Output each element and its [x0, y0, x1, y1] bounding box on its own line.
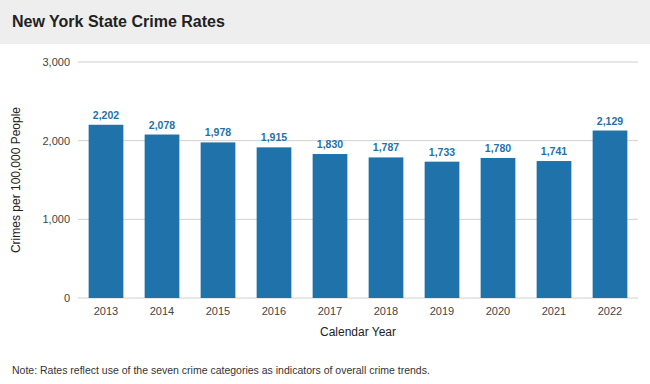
x-tick-label: 2017: [318, 305, 342, 317]
chart-title: New York State Crime Rates: [12, 13, 225, 30]
chart-container: New York State Crime Rates 0 1,000 2,000 3,0…: [0, 0, 650, 384]
bar: [537, 161, 572, 298]
chart-svg: New York State Crime Rates 0 1,000 2,000 3,0…: [0, 0, 650, 384]
y-tick-label: 0: [64, 292, 70, 304]
y-tick-label: 2,000: [42, 135, 70, 147]
data-label: 2,078: [149, 119, 175, 131]
x-tick-label: 2020: [486, 305, 510, 317]
y-tick-label: 3,000: [42, 56, 70, 68]
bar: [89, 125, 124, 298]
x-tick-label: 2021: [542, 305, 566, 317]
x-tick-label: 2022: [598, 305, 622, 317]
y-axis-label: Crimes per 100,000 People: [9, 107, 23, 253]
bar: [145, 135, 180, 298]
x-tick-label: 2018: [374, 305, 398, 317]
y-tick-label: 1,000: [42, 213, 70, 225]
data-label: 1,733: [429, 146, 455, 158]
data-label: 1,787: [373, 141, 399, 153]
title-band: [0, 0, 650, 44]
x-tick-label: 2016: [262, 305, 286, 317]
bar: [481, 158, 516, 298]
bar: [313, 154, 348, 298]
data-label: 1,741: [541, 145, 567, 157]
data-labels: 2,202 2,078 1,978 1,915 1,830 1,787 1,733 1,780…: [93, 109, 623, 158]
y-axis: 0 1,000 2,000 3,000: [42, 56, 638, 304]
bar: [425, 162, 460, 298]
note: Note: Rates reflect use of the seven cri…: [12, 364, 430, 376]
bar: [257, 147, 292, 298]
data-label: 1,780: [485, 142, 511, 154]
bars: [89, 125, 628, 298]
data-label: 2,129: [597, 115, 623, 127]
x-axis: 2013 2014 2015 2016 2017 2018 2019 2020 2021 2022: [94, 305, 622, 317]
grid-line: [78, 62, 638, 63]
data-label: 1,830: [317, 138, 343, 150]
x-tick-label: 2019: [430, 305, 454, 317]
x-axis-label: Calendar Year: [320, 325, 396, 339]
data-label: 1,978: [205, 126, 231, 138]
data-label: 2,202: [93, 109, 119, 121]
x-tick-label: 2014: [150, 305, 174, 317]
bar: [201, 142, 236, 298]
x-tick-label: 2013: [94, 305, 118, 317]
bar: [369, 157, 404, 298]
bar: [593, 131, 628, 298]
x-tick-label: 2015: [206, 305, 230, 317]
data-label: 1,915: [261, 131, 287, 143]
